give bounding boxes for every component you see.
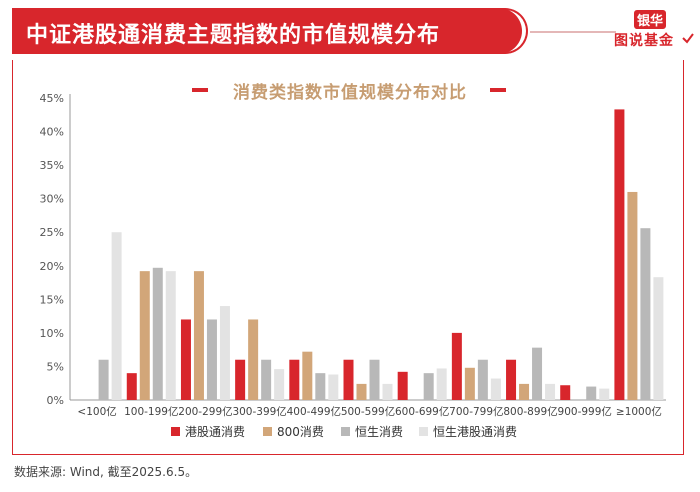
bar xyxy=(397,371,408,400)
bar xyxy=(219,306,230,400)
bar xyxy=(98,359,109,400)
x-tick-label: 700-799亿 xyxy=(449,405,503,418)
bar xyxy=(640,228,651,400)
legend-swatch xyxy=(419,427,428,436)
bar xyxy=(369,359,380,400)
bar xyxy=(451,332,462,400)
x-tick-label: <100亿 xyxy=(77,405,116,418)
bar xyxy=(599,388,610,400)
x-tick-label: ≥1000亿 xyxy=(616,405,662,418)
page-title: 中证港股通消费主题指数的市值规模分布 xyxy=(26,23,441,48)
legend-label: 港股通消费 xyxy=(185,425,245,439)
bar xyxy=(519,383,530,400)
legend-label: 恒生港股通消费 xyxy=(433,425,517,439)
bar xyxy=(328,374,339,400)
bar xyxy=(193,271,204,400)
y-tick-label: 35% xyxy=(40,159,64,172)
x-tick-label: 300-399亿 xyxy=(232,405,286,418)
x-tick-label: 400-499亿 xyxy=(287,405,341,418)
y-tick-label: 40% xyxy=(40,126,64,139)
x-tick-label: 900-999亿 xyxy=(558,405,612,418)
x-tick-label: 800-899亿 xyxy=(503,405,557,418)
bar xyxy=(248,319,259,400)
x-tick-label: 200-299亿 xyxy=(178,405,232,418)
y-tick-label: 25% xyxy=(40,226,64,239)
title-deco-line xyxy=(530,31,616,33)
check-icon xyxy=(682,33,694,44)
bar xyxy=(627,191,638,400)
bar xyxy=(315,373,326,400)
y-tick-label: 10% xyxy=(40,327,64,340)
legend-swatch xyxy=(263,427,272,436)
bar xyxy=(586,386,597,400)
bar xyxy=(180,319,191,400)
bar xyxy=(477,359,488,400)
logo-bottom-text: 图说基金 xyxy=(614,33,674,49)
bar xyxy=(126,373,137,400)
subtitle-deco-left xyxy=(192,88,208,92)
bar xyxy=(165,271,176,400)
x-tick-label: 600-699亿 xyxy=(395,405,449,418)
legend-label: 恒生消费 xyxy=(355,425,403,439)
title-bar xyxy=(12,8,522,54)
y-tick-label: 0% xyxy=(47,394,64,407)
bar xyxy=(152,267,163,400)
x-tick-label: 100-199亿 xyxy=(124,405,178,418)
bar xyxy=(423,373,434,400)
bar xyxy=(206,319,217,400)
y-tick-label: 15% xyxy=(40,293,64,306)
bar xyxy=(532,347,543,400)
brand-logo: 银华 图说基金 xyxy=(612,10,694,56)
bar xyxy=(343,359,354,400)
bar xyxy=(356,383,367,400)
bar xyxy=(111,232,122,400)
bar xyxy=(382,383,393,400)
chart-title: 消费类指数市值规模分布对比 xyxy=(233,83,467,103)
bar xyxy=(261,359,272,400)
bar xyxy=(490,378,501,400)
bar xyxy=(139,271,150,400)
y-tick-label: 45% xyxy=(40,92,64,105)
y-tick-label: 20% xyxy=(40,260,64,273)
bar xyxy=(436,368,447,400)
legend-swatch xyxy=(341,427,350,436)
bar xyxy=(289,359,300,400)
bar xyxy=(506,359,517,400)
bar xyxy=(274,369,285,400)
chart-frame xyxy=(12,60,684,455)
bar xyxy=(614,109,625,401)
bar xyxy=(653,277,664,400)
bar xyxy=(560,385,571,400)
bar xyxy=(464,367,475,400)
bar xyxy=(302,351,313,400)
legend-label: 800消费 xyxy=(277,425,324,439)
legend-swatch xyxy=(171,427,180,436)
bar xyxy=(545,383,556,400)
logo-top-text: 银华 xyxy=(634,10,667,29)
bar xyxy=(235,359,246,400)
y-tick-label: 5% xyxy=(47,360,64,373)
y-tick-label: 30% xyxy=(40,193,64,206)
source-note: 数据来源: Wind, 截至2025.6.5。 xyxy=(14,465,198,479)
x-tick-label: 500-599亿 xyxy=(341,405,395,418)
subtitle-deco-right xyxy=(490,88,506,92)
